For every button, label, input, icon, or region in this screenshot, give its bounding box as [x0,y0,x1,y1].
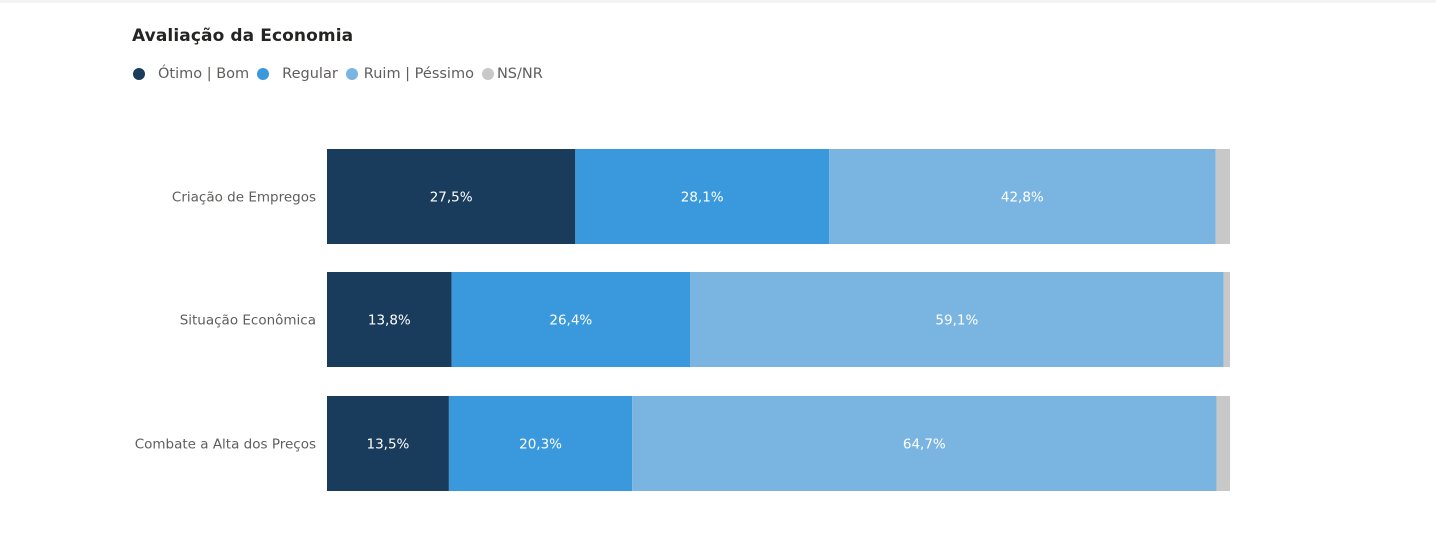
data-label: 13,8% [368,313,411,329]
bar-segment[interactable] [829,149,1216,244]
data-label: 20,3% [519,437,562,453]
legend-marker-icon [133,68,145,80]
bar-segment[interactable] [1216,396,1230,491]
data-label: 13,5% [367,437,410,453]
bar-segment[interactable] [448,396,633,491]
category-label: Criação de Empregos [172,190,316,206]
bar-segment[interactable] [632,396,1217,491]
data-label: 26,4% [549,313,592,329]
legend-label: Ruim | Péssimo [363,66,474,82]
category-label: Situação Econômica [180,313,316,329]
legend-label: NS/NR [496,66,543,82]
bar-segment[interactable] [690,272,1224,367]
category-label: Combate a Alta dos Preços [135,437,316,453]
legend-marker-icon [481,68,494,80]
legend-marker-icon [257,68,270,80]
data-label: 59,1% [935,313,978,329]
data-label: 28,1% [681,190,724,206]
chart-title: Avaliação da Economia [132,26,354,46]
legend: Ótimo | Bom Regular Ruim | Péssimo NS/NR [133,64,551,84]
bar-segment[interactable] [327,149,576,244]
data-label: 42,8% [1001,190,1044,206]
legend-item-regular[interactable]: Regular [257,66,338,82]
legend-item-otimo-bom[interactable]: Ótimo | Bom [133,66,249,82]
top-border [0,0,1436,3]
data-label: 64,7% [903,437,946,453]
legend-marker-icon [345,68,358,80]
legend-item-ns-nr[interactable]: NS/NR [481,66,543,82]
legend-label: Regular [282,66,338,82]
legend-label: Ótimo | Bom [158,66,250,82]
bar-segment[interactable] [1223,272,1230,367]
bar-segment[interactable] [327,272,452,367]
bar-segment[interactable] [327,396,449,491]
data-label: 27,5% [430,190,473,206]
legend-item-ruim-pessimo[interactable]: Ruim | Péssimo [345,66,474,82]
bar-segment[interactable] [1215,149,1230,244]
bar-segment[interactable] [451,272,691,367]
bar-segment[interactable] [575,149,830,244]
